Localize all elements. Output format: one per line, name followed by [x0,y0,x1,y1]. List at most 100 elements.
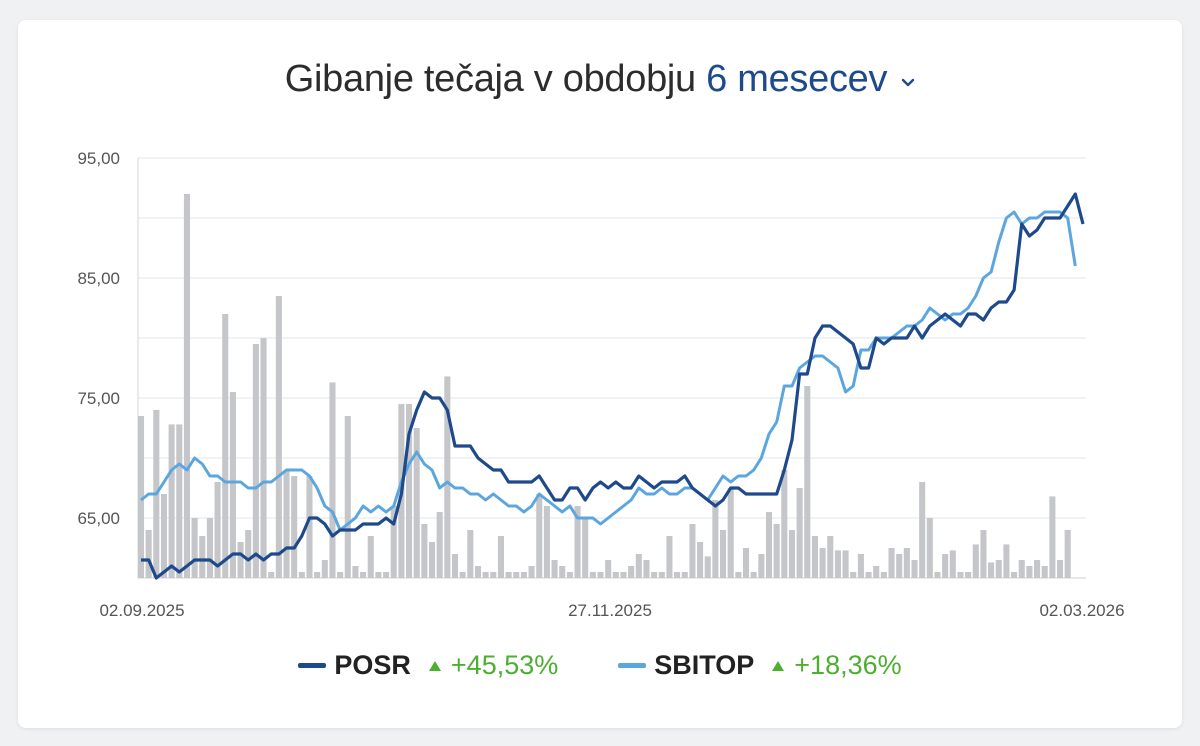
legend-item-posr[interactable]: POSR +45,53% [298,650,558,681]
x-tick-label: 02.03.2026 [1039,601,1124,620]
volume-bar [306,476,313,578]
period-label: 6 mesecev [706,58,888,100]
volume-bar [674,572,681,578]
volume-bar [1018,560,1025,578]
volume-bar [765,512,773,578]
volume-bar [436,512,443,578]
volume-bar [543,506,550,578]
y-tick-label: 65,00 [77,509,120,528]
volume-bar [697,542,704,578]
volume-bar [811,536,818,578]
volume-bar [497,536,504,578]
volume-bar [444,376,451,578]
volume-bar [406,404,413,578]
volume-bar [850,572,857,578]
volume-bar [268,572,275,578]
volume-bar [329,382,336,578]
volume-bar [536,494,543,578]
volume-bar [635,554,642,578]
volume-bar [145,530,152,578]
x-tick-label: 27.11.2025 [568,601,652,620]
volume-bar [168,424,175,578]
sbitop-line [140,210,1077,532]
volume-bar [926,518,933,578]
legend-name: POSR [334,650,411,680]
volume-bar [505,572,512,578]
volume-bar [183,194,190,578]
y-tick-label: 85,00 [77,269,120,288]
volume-bar [758,554,765,578]
volume-bar [972,544,979,578]
volume-bar [337,572,344,578]
volume-bar [1064,530,1071,578]
volume-bar [245,530,252,578]
volume-bar [612,572,619,578]
up-arrow-icon [772,660,785,671]
volume-bar [934,572,941,578]
chart-legend: POSR +45,53% SBITOP +18,36% [0,650,1200,681]
volume-bar [551,560,558,578]
volume-bar [1049,496,1056,578]
volume-bar [421,524,428,578]
volume-bar [260,338,267,578]
volume-bar [513,572,520,578]
volume-bar [428,542,436,578]
volume-bar [773,524,780,578]
volume-bar [712,500,719,578]
volume-bar [291,476,298,578]
legend-item-sbitop[interactable]: SBITOP +18,36% [618,650,902,681]
x-tick-label: 02.09.2025 [99,601,184,620]
volume-bar [735,572,742,578]
volume-bar [490,572,497,578]
volume-bar [222,314,229,578]
chart-title: Gibanje tečaja v obdobju 6 mesecev [0,58,1200,102]
axis-labels: 65,00 75,00 85,00 95,00 02.09.2025 27.11.2025… [77,149,1124,620]
volume-bar [988,562,995,578]
volume-bar [467,530,474,578]
volume-bar [137,416,145,578]
volume-bar [865,572,872,578]
y-tick-label: 95,00 [77,149,120,168]
volume-bar [720,530,727,578]
series-lines [140,192,1085,580]
volume-bar [321,560,328,578]
up-arrow-icon [428,660,441,671]
volume-bar [949,550,956,578]
period-dropdown[interactable]: 6 mesecev [706,58,915,100]
volume-bar [857,554,864,578]
legend-change: +18,36% [794,650,902,680]
volume-bar [605,560,612,578]
volume-bar [237,542,244,578]
posr-swatch [298,663,327,668]
volume-bar [459,572,466,578]
volume-bar [160,494,168,578]
volume-bar [360,572,367,578]
volume-bar [383,572,390,578]
volume-bar [474,566,482,578]
volume-bar [1041,566,1048,578]
volume-bar [390,506,397,578]
volume-bar [1034,560,1041,578]
volume-bar [643,560,650,578]
volume-bar [658,572,665,578]
volume-bar [804,386,811,578]
volume-bar [367,536,374,578]
legend-name: SBITOP [654,650,755,680]
volume-bar [229,392,236,578]
volume-bar [482,572,489,578]
volume-bar [199,536,206,578]
volume-bar [582,518,589,578]
volume-bar [1011,572,1018,578]
volume-bar [275,296,282,578]
volume-bar [206,518,213,578]
volume-bar [413,428,420,578]
volume-bar [628,566,635,578]
volume-bar [176,424,183,578]
volume-bar [965,572,972,578]
volume-bar [589,572,596,578]
volume-bar [919,482,926,578]
volume-bar [451,554,459,578]
volume-bar [314,572,321,578]
volume-bar [980,530,987,578]
